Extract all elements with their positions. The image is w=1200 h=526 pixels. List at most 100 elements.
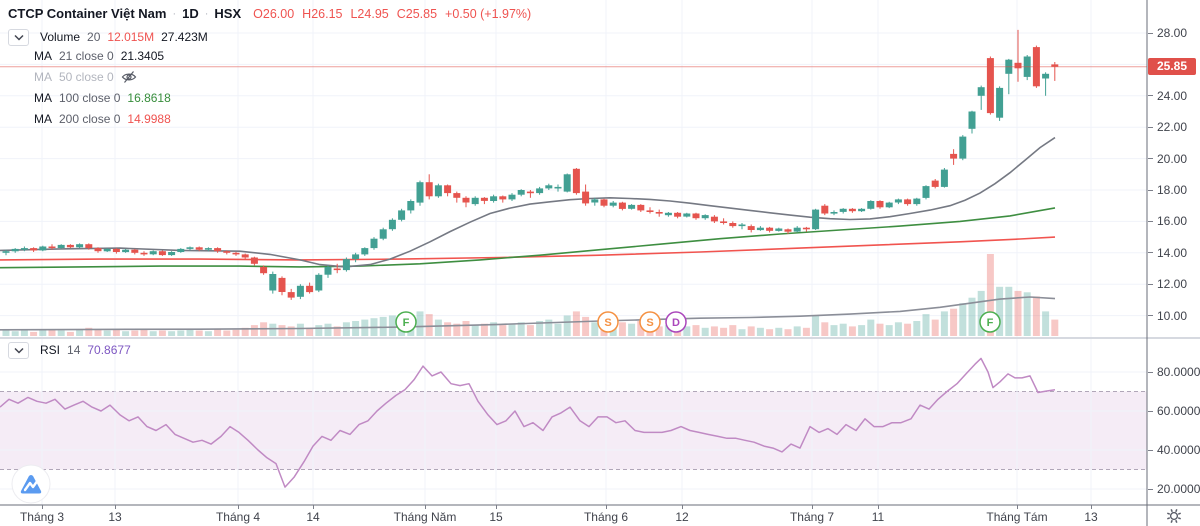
volume-bar xyxy=(977,290,985,336)
ma21-line[interactable] xyxy=(0,136,1056,268)
rsi-line[interactable] xyxy=(0,357,1056,488)
volume-bar xyxy=(1042,311,1050,336)
ma-legend-row[interactable]: MA 200 close 0 14.9988 xyxy=(34,111,171,127)
event-marker[interactable]: S xyxy=(597,311,619,333)
volume-bar xyxy=(453,323,461,336)
axis-tick xyxy=(1148,410,1153,412)
candle-body xyxy=(168,252,176,256)
event-marker-letter: F xyxy=(987,317,994,329)
candle-body xyxy=(499,196,507,200)
candle-body xyxy=(269,274,277,291)
ma-legend-row[interactable]: MA 100 close 0 16.8618 xyxy=(34,90,171,106)
collapse-pane-button[interactable] xyxy=(8,28,29,46)
volume-bar xyxy=(11,331,19,336)
candle-body xyxy=(858,208,866,212)
ma100-line[interactable] xyxy=(0,207,1056,269)
event-marker-circle xyxy=(979,311,1001,333)
volume-bar xyxy=(637,321,645,336)
candle-body xyxy=(628,204,636,209)
candle-body xyxy=(434,185,442,197)
event-marker-circle xyxy=(639,311,661,333)
volume-bar xyxy=(959,303,967,336)
volume-bar xyxy=(747,326,755,336)
event-marker[interactable]: S xyxy=(639,311,661,333)
volume-bar xyxy=(462,321,470,336)
candle-body xyxy=(1014,62,1022,69)
candle-body xyxy=(352,254,360,260)
axis-tick xyxy=(682,505,683,509)
time-axis[interactable]: Tháng 3 13 Tháng 4 14 Tháng Năm 15 Tháng 6 12 Th… xyxy=(0,505,1148,526)
volume-bar xyxy=(591,322,599,336)
volume-bar xyxy=(195,330,203,336)
volume-bar xyxy=(306,327,314,336)
axis-tick-label: 20.00 xyxy=(1157,151,1188,166)
ma-params: 200 close 0 xyxy=(59,112,121,126)
candle-body xyxy=(11,248,19,252)
volume-bar xyxy=(444,322,452,336)
candle-body xyxy=(342,259,350,271)
ma200-line[interactable] xyxy=(0,236,1056,261)
candle-body xyxy=(66,244,74,248)
axis-tick xyxy=(1148,315,1153,317)
candle-body xyxy=(591,199,599,203)
volume-bar xyxy=(701,327,709,336)
volume-bar xyxy=(76,329,84,336)
interval-label[interactable]: 1D xyxy=(182,6,199,21)
time-tick-label: 13 xyxy=(108,510,122,524)
eye-off-icon[interactable] xyxy=(121,70,137,84)
candle-body xyxy=(260,266,268,274)
volume-bar xyxy=(48,329,56,336)
last-price-badge: 25.85 xyxy=(1148,58,1196,76)
candle-body xyxy=(775,228,783,231)
candle-body xyxy=(536,188,544,194)
ma-legend-row[interactable]: MA 50 close 0 xyxy=(34,69,137,85)
ma-label: MA xyxy=(34,70,52,84)
candle-body xyxy=(416,182,424,203)
symbol-title[interactable]: CTCP Container Việt Nam xyxy=(8,6,167,21)
volume-bar xyxy=(572,311,580,336)
axis-tick-label: 22.00 xyxy=(1157,120,1188,135)
ma-value: 14.9988 xyxy=(127,112,171,126)
volume-bar xyxy=(388,315,396,336)
collapse-pane-button[interactable] xyxy=(8,341,29,359)
event-marker[interactable]: D xyxy=(665,311,687,333)
event-marker[interactable]: F xyxy=(395,311,417,333)
ma-value: 21.3405 xyxy=(120,49,165,63)
candle-body xyxy=(30,248,38,251)
axis-tick xyxy=(812,505,813,509)
axis-tick xyxy=(1148,158,1153,160)
candle-body xyxy=(977,87,985,96)
volume-bar xyxy=(85,327,93,336)
candle-body xyxy=(646,210,654,212)
candle-body xyxy=(876,201,884,208)
candle-body xyxy=(563,174,571,192)
time-tick-label: 15 xyxy=(489,510,503,524)
axis-tick xyxy=(606,505,607,509)
volume-bar xyxy=(425,314,433,336)
volume-bar xyxy=(140,329,148,336)
candle-body xyxy=(112,248,120,252)
event-marker-letter: S xyxy=(604,317,611,329)
candle-body xyxy=(526,191,534,194)
volume-bar xyxy=(480,323,488,336)
axis-tick-label: 18.00 xyxy=(1157,183,1188,197)
axis-settings-button[interactable] xyxy=(1148,505,1200,526)
tradingview-logo-icon[interactable] xyxy=(11,464,51,504)
ma-legend-row[interactable]: MA 21 close 0 21.3405 xyxy=(34,48,164,64)
candle-body xyxy=(398,210,406,220)
rsi-legend-row[interactable]: RSI 14 70.8677 xyxy=(8,341,131,359)
close-value: C25.85 xyxy=(396,6,438,21)
event-marker[interactable]: F xyxy=(979,311,1001,333)
axis-tick xyxy=(1148,252,1153,254)
volume-bar xyxy=(664,325,672,336)
volume-legend-row[interactable]: Volume 20 12.015M 27.423M xyxy=(8,28,208,46)
volume-bar xyxy=(342,322,350,336)
rsi-band xyxy=(0,391,1147,470)
candle-body xyxy=(471,197,479,205)
time-tick-label: Tháng Tám xyxy=(986,510,1048,524)
candles[interactable] xyxy=(2,29,1059,300)
volume-bar xyxy=(269,323,277,336)
volume-bar xyxy=(867,319,875,336)
price-axis[interactable]: 28.00 24.00 22.00 20.00 18.00 16.00 14.00 12.00… xyxy=(1148,0,1200,505)
